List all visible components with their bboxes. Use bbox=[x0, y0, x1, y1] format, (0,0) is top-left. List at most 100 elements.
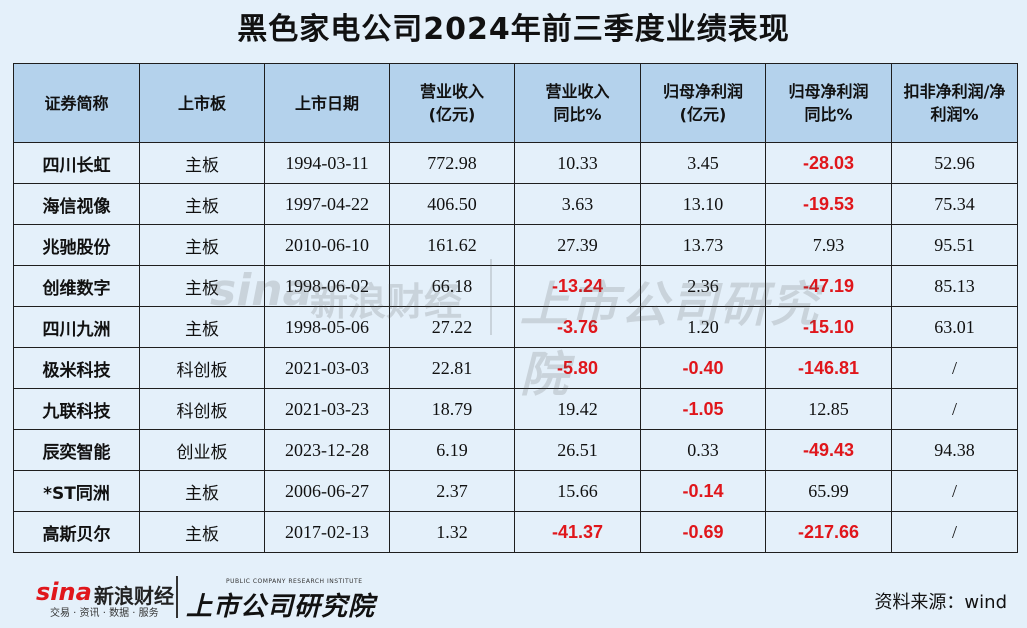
cell-np: -0.40 bbox=[640, 347, 766, 389]
cell-ratio: / bbox=[891, 347, 1018, 389]
table-row: 创维数字 主板 1998-06-02 66.18 -13.24 2.36 -47.19 85.… bbox=[13, 265, 1018, 307]
cell-np-yoy: -49.43 bbox=[765, 429, 892, 471]
cell-np: 13.10 bbox=[640, 183, 766, 225]
cell-ratio: 52.96 bbox=[891, 142, 1018, 184]
cell-board: 主板 bbox=[139, 470, 265, 512]
header-ratio: 扣非净利润/净 利润% bbox=[891, 63, 1018, 143]
cell-np: -0.14 bbox=[640, 470, 766, 512]
sina-logo: sina bbox=[36, 578, 92, 606]
footer-divider bbox=[176, 576, 178, 618]
cell-rev: 161.62 bbox=[389, 224, 515, 266]
cell-ratio: / bbox=[891, 470, 1018, 512]
cell-ratio: 95.51 bbox=[891, 224, 1018, 266]
cell-board: 主板 bbox=[139, 265, 265, 307]
cell-date: 1998-06-02 bbox=[264, 265, 390, 307]
cell-date: 1998-05-06 bbox=[264, 306, 390, 348]
data-source: 资料来源：wind bbox=[874, 592, 1007, 613]
cell-name: *ST同洲 bbox=[13, 470, 140, 512]
table-row: 高斯贝尔 主板 2017-02-13 1.32 -41.37 -0.69 -217.66/ bbox=[13, 511, 1018, 553]
cell-rev-yoy: -3.76 bbox=[514, 306, 641, 348]
header-row: 证券简称 上市板 上市日期 营业收入 (亿元) 营业收入 同比% 归母净利润 (亿元)… bbox=[13, 63, 1018, 143]
cell-ratio: 63.01 bbox=[891, 306, 1018, 348]
page-title: 黑色家电公司2024年前三季度业绩表现 bbox=[237, 12, 790, 47]
cell-rev: 406.50 bbox=[389, 183, 515, 225]
cell-np: 0.33 bbox=[640, 429, 766, 471]
cell-np-yoy: 12.85 bbox=[765, 388, 892, 430]
cell-ratio: / bbox=[891, 511, 1018, 553]
cell-ratio: 75.34 bbox=[891, 183, 1018, 225]
cell-date: 2017-02-13 bbox=[264, 511, 390, 553]
cell-np: 1.20 bbox=[640, 306, 766, 348]
cell-np: 2.36 bbox=[640, 265, 766, 307]
table-row: 极米科技 科创板 2021-03-03 22.81 -5.80 -0.40 -146.81/ bbox=[13, 347, 1018, 389]
cell-np: 13.73 bbox=[640, 224, 766, 266]
cell-np-yoy: -15.10 bbox=[765, 306, 892, 348]
table-row: 海信视像 主板 1997-04-22 406.50 3.63 13.10 -19.53 75.… bbox=[13, 183, 1018, 225]
header-date: 上市日期 bbox=[264, 63, 390, 143]
header-revenue-yoy: 营业收入 同比% bbox=[514, 63, 641, 143]
cell-rev: 772.98 bbox=[389, 142, 515, 184]
cell-date: 2006-06-27 bbox=[264, 470, 390, 512]
cell-np: -0.69 bbox=[640, 511, 766, 553]
cell-name: 辰奕智能 bbox=[13, 429, 140, 471]
cell-np-yoy: 65.99 bbox=[765, 470, 892, 512]
cell-rev-yoy: 3.63 bbox=[514, 183, 641, 225]
cell-rev-yoy: 26.51 bbox=[514, 429, 641, 471]
cell-np-yoy: 7.93 bbox=[765, 224, 892, 266]
cell-rev: 1.32 bbox=[389, 511, 515, 553]
cell-board: 创业板 bbox=[139, 429, 265, 471]
institute-cn-name: 上市公司研究院 bbox=[186, 592, 376, 622]
cell-np-yoy: -217.66 bbox=[765, 511, 892, 553]
cell-rev-yoy: -13.24 bbox=[514, 265, 641, 307]
cell-date: 1997-04-22 bbox=[264, 183, 390, 225]
cell-name: 四川九洲 bbox=[13, 306, 140, 348]
cell-rev-yoy: 10.33 bbox=[514, 142, 641, 184]
table-row: *ST同洲 主板 2006-06-27 2.37 15.66 -0.14 65.99/ bbox=[13, 470, 1018, 512]
table-row: 四川九洲 主板 1998-05-06 27.22 -3.76 1.20 -15.10 63.0… bbox=[13, 306, 1018, 348]
cell-ratio: 94.38 bbox=[891, 429, 1018, 471]
cell-rev: 6.19 bbox=[389, 429, 515, 471]
header-board: 上市板 bbox=[139, 63, 265, 143]
sina-tagline: 交易 · 资讯 · 数据 · 服务 bbox=[50, 608, 159, 619]
cell-name: 兆驰股份 bbox=[13, 224, 140, 266]
cell-name: 极米科技 bbox=[13, 347, 140, 389]
cell-rev-yoy: -41.37 bbox=[514, 511, 641, 553]
cell-board: 科创板 bbox=[139, 347, 265, 389]
cell-name: 四川长虹 bbox=[13, 142, 140, 184]
cell-board: 主板 bbox=[139, 183, 265, 225]
table-row: 四川长虹 主板 1994-03-11 772.98 10.33 3.45 -28.03 52.… bbox=[13, 142, 1018, 184]
cell-date: 2023-12-28 bbox=[264, 429, 390, 471]
cell-rev-yoy: -5.80 bbox=[514, 347, 641, 389]
cell-board: 主板 bbox=[139, 306, 265, 348]
cell-board: 科创板 bbox=[139, 388, 265, 430]
cell-rev-yoy: 27.39 bbox=[514, 224, 641, 266]
footer-logo: sina 新浪财经 交易 · 资讯 · 数据 · 服务 PUBLIC COMPA… bbox=[36, 574, 376, 622]
cell-board: 主板 bbox=[139, 224, 265, 266]
cell-np: -1.05 bbox=[640, 388, 766, 430]
cell-np: 3.45 bbox=[640, 142, 766, 184]
cell-rev: 18.79 bbox=[389, 388, 515, 430]
cell-name: 高斯贝尔 bbox=[13, 511, 140, 553]
cell-rev: 22.81 bbox=[389, 347, 515, 389]
cell-rev: 27.22 bbox=[389, 306, 515, 348]
header-name: 证券简称 bbox=[13, 63, 140, 143]
sina-cn-name: 新浪财经 bbox=[94, 584, 174, 608]
cell-rev: 2.37 bbox=[389, 470, 515, 512]
table-row: 兆驰股份 主板 2010-06-10 161.62 27.39 13.73 7.93 95.5… bbox=[13, 224, 1018, 266]
cell-date: 1994-03-11 bbox=[264, 142, 390, 184]
cell-date: 2010-06-10 bbox=[264, 224, 390, 266]
cell-np-yoy: -19.53 bbox=[765, 183, 892, 225]
header-net-profit-yoy: 归母净利润 同比% bbox=[765, 63, 892, 143]
header-net-profit: 归母净利润 (亿元) bbox=[640, 63, 766, 143]
cell-name: 九联科技 bbox=[13, 388, 140, 430]
cell-name: 海信视像 bbox=[13, 183, 140, 225]
table-row: 辰奕智能 创业板 2023-12-28 6.19 26.51 0.33 -49.43 94.3… bbox=[13, 429, 1018, 471]
institute-en-name: PUBLIC COMPANY RESEARCH INSTITUTE bbox=[226, 578, 363, 585]
table-row: 九联科技 科创板 2021-03-23 18.79 19.42 -1.05 12.85/ bbox=[13, 388, 1018, 430]
cell-board: 主板 bbox=[139, 511, 265, 553]
cell-board: 主板 bbox=[139, 142, 265, 184]
performance-table: 证券简称 上市板 上市日期 营业收入 (亿元) 营业收入 同比% 归母净利润 (亿元)… bbox=[13, 63, 1018, 553]
cell-date: 2021-03-23 bbox=[264, 388, 390, 430]
cell-date: 2021-03-03 bbox=[264, 347, 390, 389]
cell-np-yoy: -146.81 bbox=[765, 347, 892, 389]
